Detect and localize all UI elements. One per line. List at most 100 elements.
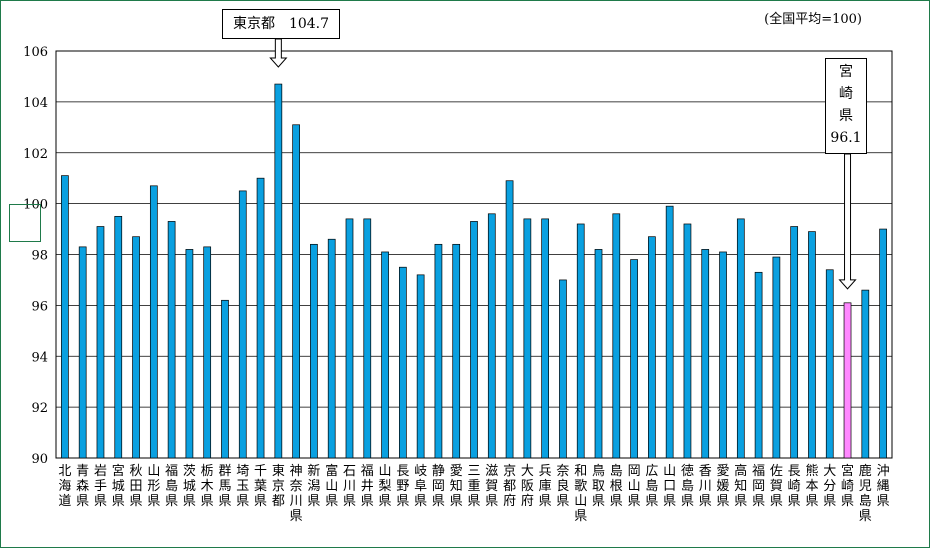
x-tick-label: 富山県 [325, 463, 338, 509]
y-tick-label: 98 [31, 249, 48, 264]
bar [541, 218, 549, 459]
bar [452, 243, 461, 459]
y-tick-label: 102 [23, 147, 48, 162]
x-tick-label: 石川県 [343, 464, 356, 509]
miyazaki-callout-line: 崎 [839, 86, 853, 102]
x-tick-label: 和歌山県 [574, 464, 587, 524]
x-tick-label: 高知県 [734, 463, 747, 509]
x-tick-label: 福島県 [165, 464, 178, 509]
x-tick-label: 山形県 [147, 464, 160, 509]
x-tick-label: 宮城県 [112, 463, 125, 509]
bar [719, 251, 727, 459]
x-tick-label: 京都府 [503, 464, 516, 509]
x-tick-label: 栃木県 [201, 464, 214, 509]
x-tick-label: 滋賀県 [485, 464, 498, 509]
x-tick-label: 青森県 [76, 464, 89, 509]
x-tick-label: 三重県 [467, 464, 480, 509]
bar [736, 218, 745, 459]
bar [203, 246, 212, 459]
bar [96, 226, 105, 459]
x-tick-label: 茨城県 [183, 464, 196, 509]
bar [149, 185, 158, 459]
bar [843, 302, 852, 459]
x-tick-label: 奈良県 [556, 464, 569, 509]
x-tick-label: 静岡県 [432, 464, 445, 509]
bar [363, 218, 372, 459]
bar [505, 180, 514, 459]
x-tick-label: 神奈川県 [290, 464, 303, 524]
x-tick-label: 長野県 [396, 464, 409, 509]
x-tick-label: 長崎県 [788, 464, 801, 509]
legend-box [9, 204, 41, 242]
x-tick-label: 山口県 [663, 464, 676, 509]
x-tick-label: 岡山県 [628, 464, 641, 509]
bar [790, 226, 799, 459]
bar [879, 228, 887, 459]
x-tick-label: 山梨県 [379, 464, 392, 509]
bar [238, 190, 247, 459]
bar [78, 246, 87, 459]
bar [399, 266, 407, 459]
bar [381, 251, 389, 459]
bar [434, 243, 443, 459]
x-tick-label: 愛知県 [450, 464, 463, 509]
x-tick-label: 佐賀県 [770, 464, 783, 509]
x-tick-label: 鹿児島県 [859, 463, 872, 524]
y-tick-label: 104 [23, 96, 48, 111]
y-tick-label: 92 [31, 401, 48, 416]
bar [665, 205, 674, 459]
bar [256, 177, 265, 459]
bar [630, 259, 638, 459]
x-tick-label: 岐阜県 [414, 464, 427, 509]
x-tick-label: 徳島県 [681, 464, 694, 509]
bar [221, 299, 229, 459]
x-tick-label: 東京都 [272, 463, 285, 509]
bar [612, 213, 621, 459]
bar [61, 175, 69, 459]
bar [576, 223, 585, 459]
x-tick-label: 秋田県 [130, 464, 143, 509]
x-tick-label: 愛媛県 [717, 464, 730, 509]
bar [701, 249, 710, 459]
bar [416, 274, 425, 459]
bar [523, 218, 532, 459]
miyazaki-callout-line: 宮 [839, 64, 853, 80]
miyazaki-callout-line: 県 [839, 108, 853, 124]
tokyo-callout: 東京都 104.7 [222, 9, 340, 39]
x-tick-label: 埼玉県 [236, 464, 249, 509]
x-tick-label: 新潟県 [307, 463, 320, 509]
bar [594, 249, 603, 459]
bar [648, 236, 656, 459]
x-tick-label: 北海道 [58, 464, 71, 509]
bar [683, 223, 692, 459]
tokyo-callout-arrow [269, 38, 288, 68]
y-tick-label: 94 [31, 350, 48, 365]
bar [861, 289, 870, 459]
bar [274, 83, 283, 459]
bar [185, 249, 194, 459]
baseline-note: (全国平均=100) [764, 12, 862, 27]
y-tick-label: 106 [23, 45, 48, 60]
miyazaki-callout-line: 96.1 [830, 130, 862, 146]
miyazaki-callout: 宮 崎 県 96.1 [825, 58, 867, 154]
bar [114, 215, 123, 459]
bar [310, 243, 318, 459]
bar [470, 221, 478, 459]
x-tick-label: 香川県 [699, 464, 712, 509]
bar [292, 124, 300, 459]
bar [167, 221, 176, 459]
bar [132, 236, 140, 459]
bar [754, 271, 763, 459]
y-tick-label: 90 [31, 452, 48, 467]
bar [327, 238, 336, 459]
bar [825, 269, 834, 459]
x-tick-label: 福岡県 [752, 464, 765, 509]
bar [559, 279, 567, 459]
x-tick-label: 広島県 [645, 464, 658, 509]
x-tick-label: 宮崎県 [841, 463, 854, 509]
x-tick-label: 大分県 [823, 464, 836, 509]
x-tick-label: 沖縄県 [877, 464, 890, 509]
x-tick-label: 大阪府 [521, 464, 534, 509]
x-tick-label: 群馬県 [218, 464, 231, 509]
